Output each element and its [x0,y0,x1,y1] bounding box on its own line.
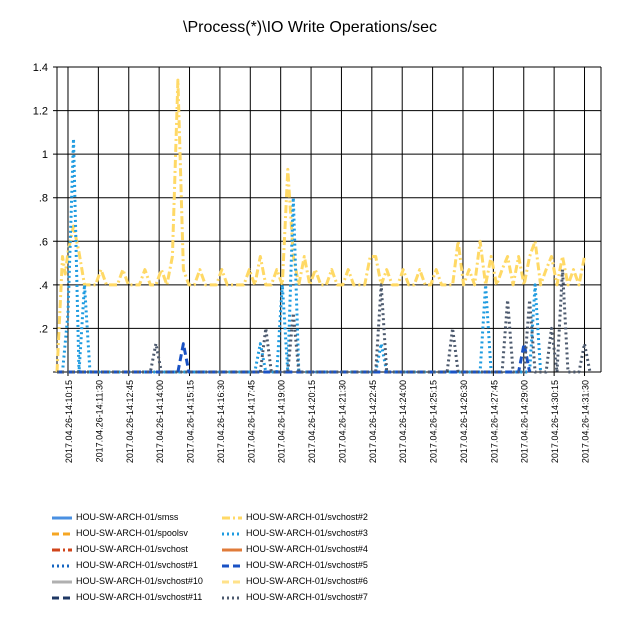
series-line-6 [55,78,586,373]
legend-label: HOU-SW-ARCH-01/svchost#6 [246,576,368,586]
legend-label: HOU-SW-ARCH-01/svchost#10 [76,576,203,586]
legend-swatch [52,564,72,568]
x-tick-label: 2017.04.26-14:12:45 [125,380,135,463]
x-tick-label: 2017.04.26-14:29:00 [520,380,530,463]
legend-swatch [222,596,242,600]
y-tick-label: .6 [39,236,48,248]
x-tick-label: 2017.04.26-14:31:30 [581,380,591,463]
legend-label: HOU-SW-ARCH-01/svchost#4 [246,544,368,554]
y-tick-label: 1 [42,149,48,161]
y-tick-label: 1.4 [33,62,48,74]
x-tick-label: 2017.04.26-14:17:45 [246,380,256,463]
legend-label: HOU-SW-ARCH-01/svchost#7 [246,592,368,602]
chart-title: \Process(*)\IO Write Operations/sec [183,19,437,36]
legend-label: HOU-SW-ARCH-01/svchost [76,544,188,554]
x-tick-label: 2017.04.26-14:26:30 [459,380,469,463]
legend-label: HOU-SW-ARCH-01/svchost#11 [76,592,203,602]
x-tick-label: 2017.04.26-14:11:30 [94,380,104,462]
x-tick-label: 2017.04.26-14:20:15 [307,380,317,463]
x-tick-label: 2017.04.26-14:27:45 [489,380,499,463]
x-tick-label: 2017.04.26-14:24:00 [398,380,408,463]
x-tick-label: 2017.04.26-14:30:15 [550,380,560,463]
y-tick-label: 1.2 [33,106,48,118]
legend-label: HOU-SW-ARCH-01/smss [76,512,179,522]
series-line-11 [57,268,592,374]
y-tick-label: .8 [39,193,48,205]
legend-label: HOU-SW-ARCH-01/spoolsv [76,528,188,538]
legend-swatch [52,596,72,600]
x-tick-label: 2017.04.26-14:10:15 [64,380,74,463]
x-tick-label: 2017.04.26-14:21:30 [337,380,347,463]
legend-swatch [222,564,242,568]
legend-swatch [52,516,72,520]
legend-swatch [52,548,72,552]
legend-swatch [222,516,242,520]
legend-swatch [222,548,242,552]
legend-label: HOU-SW-ARCH-01/svchost#2 [246,512,368,522]
legend-swatch [222,580,242,584]
y-tick-label: .2 [39,323,48,335]
legend-label: HOU-SW-ARCH-01/svchost#1 [76,560,198,570]
series-line-7 [57,137,543,374]
series-line-9 [57,342,532,374]
x-tick-label: 2017.04.26-14:16:30 [216,380,226,463]
y-tick-label: .4 [39,280,48,292]
x-tick-label: 2017.04.26-14:15:15 [186,380,196,463]
legend-swatch [222,532,242,536]
x-tick-label: 2017.04.26-14:14:00 [155,380,165,463]
x-tick-label: 2017.04.26-14:25:15 [429,380,439,463]
legend-swatch [52,532,72,536]
legend-label: HOU-SW-ARCH-01/svchost#5 [246,560,368,570]
x-tick-label: 2017.04.26-14:19:00 [277,380,287,463]
legend-label: HOU-SW-ARCH-01/svchost#3 [246,528,368,538]
legend-swatch [52,580,72,584]
x-tick-label: 2017.04.26-14:22:45 [368,380,378,463]
